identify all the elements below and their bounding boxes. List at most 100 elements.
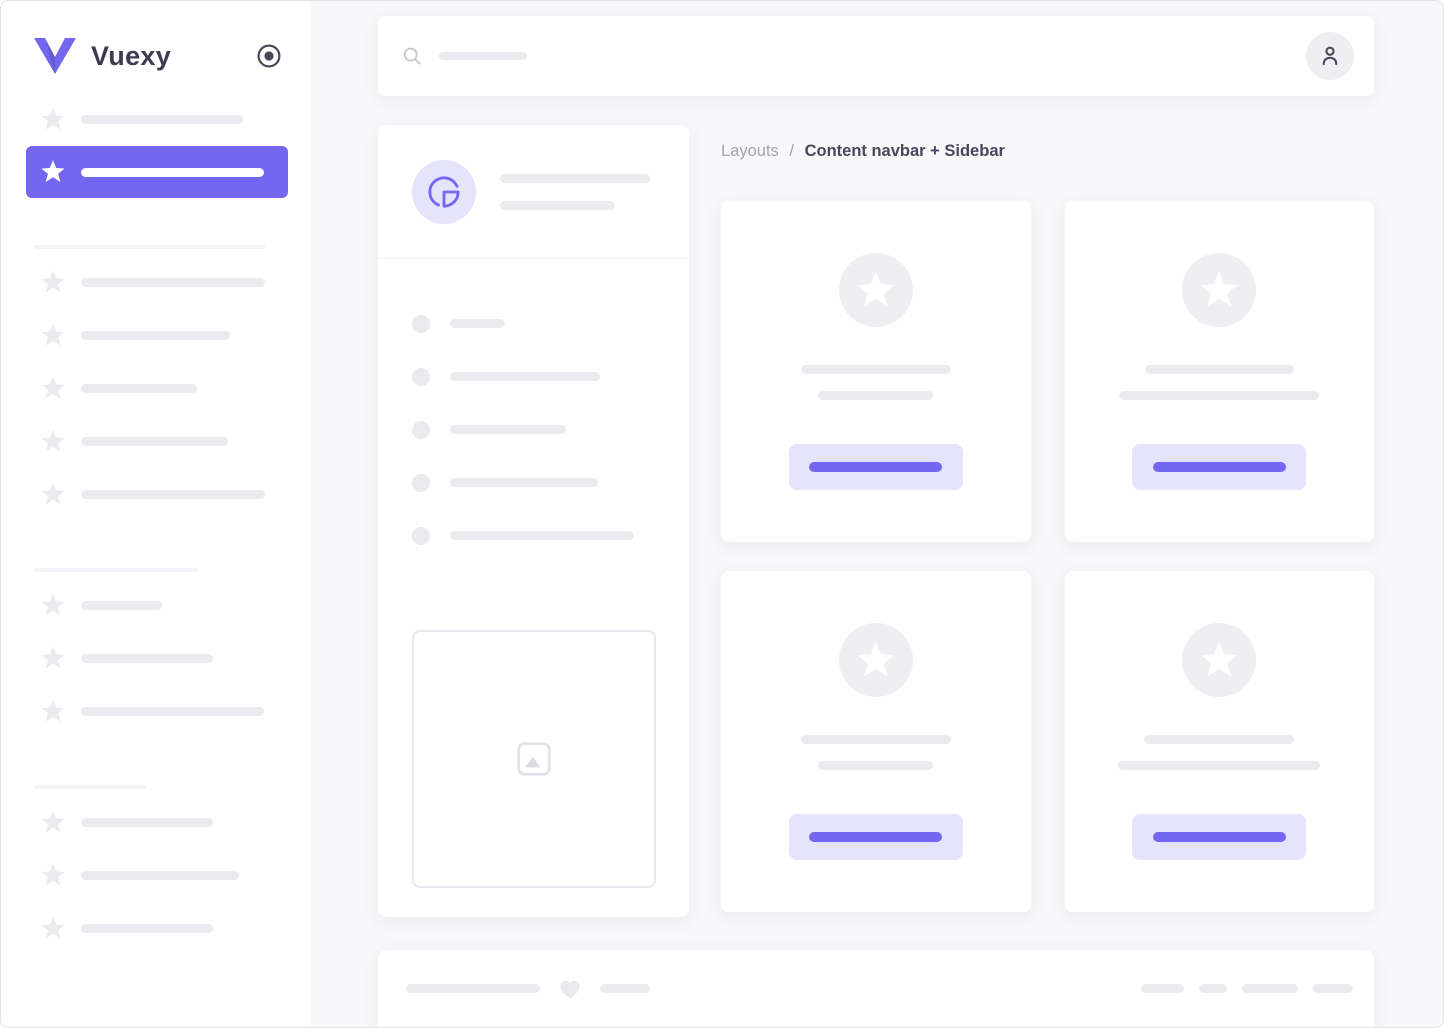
breadcrumb-separator: /: [789, 142, 794, 161]
placeholder-bar: [450, 319, 505, 329]
placeholder-bar: [1199, 984, 1227, 994]
list-item: [378, 297, 689, 350]
list-item: [378, 456, 689, 509]
sidebar-item[interactable]: [1, 849, 311, 902]
bullet-icon: [412, 314, 430, 333]
bullet-icon: [412, 526, 430, 545]
menu-item-placeholder: [81, 384, 197, 393]
search-placeholder-bar: [439, 52, 527, 61]
avatar-badge: [838, 623, 913, 698]
sidebar-item[interactable]: [1, 579, 311, 632]
menu-item-placeholder: [81, 601, 162, 610]
placeholder-bar: [818, 761, 934, 771]
sidebar-item[interactable]: [1, 468, 311, 521]
star-icon: [41, 160, 65, 183]
star-icon: [41, 270, 65, 293]
sidebar-item[interactable]: [26, 146, 288, 198]
sidebar-item[interactable]: [1, 632, 311, 685]
detail-card-header: [378, 125, 689, 258]
content-area: Layouts / Content navbar + Sidebar: [311, 1, 1443, 1027]
placeholder-bar: [818, 391, 934, 401]
star-icon: [41, 810, 65, 833]
menu-item-placeholder: [81, 437, 228, 446]
star-icon: [1201, 641, 1238, 677]
card-button[interactable]: [1132, 814, 1307, 861]
bullet-icon: [412, 367, 430, 386]
menu-section-header: [34, 568, 198, 572]
detail-list: [378, 259, 689, 562]
sidebar-item[interactable]: [1, 796, 311, 849]
divider: [378, 258, 689, 260]
page-title: Content navbar + Sidebar: [804, 142, 1005, 161]
record-circle-icon[interactable]: [255, 42, 283, 70]
grid-card: [1064, 571, 1374, 913]
list-item: [378, 509, 689, 562]
logo-row: Vuexy: [1, 31, 311, 81]
star-icon: [41, 593, 65, 616]
sidebar-menu: [1, 93, 311, 955]
placeholder-bar: [1118, 761, 1321, 771]
user-icon: [1322, 46, 1338, 66]
menu-item-placeholder: [81, 167, 264, 177]
menu-item-placeholder: [81, 490, 265, 499]
menu-item-placeholder: [81, 818, 213, 827]
grid-card: [721, 571, 1031, 913]
star-icon: [41, 863, 65, 886]
vuexy-v-icon: [34, 38, 76, 74]
menu-section-header: [34, 245, 265, 249]
star-icon: [41, 323, 65, 346]
menu-item-placeholder: [81, 331, 230, 340]
placeholder-bar: [500, 200, 615, 210]
star-icon: [1201, 271, 1238, 307]
sidebar-item[interactable]: [1, 309, 311, 362]
search-input[interactable]: [401, 45, 527, 67]
star-icon: [41, 916, 65, 939]
grid-card: [721, 201, 1031, 543]
card-button[interactable]: [1132, 444, 1307, 491]
bullet-icon: [412, 420, 430, 439]
image-icon: [516, 742, 551, 777]
bullet-icon: [412, 473, 430, 492]
app-title: Vuexy: [91, 40, 172, 71]
menu-item-placeholder: [81, 707, 264, 716]
image-placeholder: [411, 630, 656, 889]
menu-section-header: [34, 785, 146, 789]
list-item: [378, 350, 689, 403]
sidebar-item[interactable]: [1, 93, 311, 146]
sidebar-item[interactable]: [1, 256, 311, 309]
placeholder-bar: [1141, 984, 1184, 994]
avatar-badge: [838, 253, 913, 328]
placeholder-bar: [450, 425, 566, 435]
header-placeholder-bars: [500, 173, 650, 210]
breadcrumb-parent[interactable]: Layouts: [721, 142, 779, 161]
main-row: Layouts / Content navbar + Sidebar: [378, 125, 1374, 918]
menu-item-placeholder: [81, 871, 239, 880]
avatar-badge: [1182, 623, 1257, 698]
placeholder-bar: [800, 365, 951, 375]
placeholder-bar: [450, 372, 600, 382]
placeholder-bar: [450, 531, 634, 541]
card-grid: [721, 201, 1374, 913]
placeholder-bar: [500, 173, 650, 183]
sidebar-item[interactable]: [1, 685, 311, 738]
sidebar-item[interactable]: [1, 902, 311, 955]
sidebar-item[interactable]: [1, 362, 311, 415]
placeholder-bar: [406, 984, 540, 994]
star-icon: [41, 699, 65, 722]
sidebar-item[interactable]: [1, 415, 311, 468]
sidebar: Vuexy: [1, 1, 311, 1027]
card-button[interactable]: [788, 444, 963, 491]
star-icon: [41, 646, 65, 669]
heart-icon: [560, 980, 580, 999]
footer: [378, 950, 1374, 1027]
card-button[interactable]: [788, 814, 963, 861]
avatar[interactable]: [1306, 32, 1354, 81]
search-icon: [403, 47, 421, 65]
right-column: Layouts / Content navbar + Sidebar: [721, 125, 1374, 917]
button-label-placeholder: [1152, 462, 1286, 473]
placeholder-bar: [1144, 735, 1295, 745]
menu-item-placeholder: [81, 278, 265, 287]
button-label-placeholder: [809, 462, 943, 473]
star-icon: [41, 429, 65, 452]
